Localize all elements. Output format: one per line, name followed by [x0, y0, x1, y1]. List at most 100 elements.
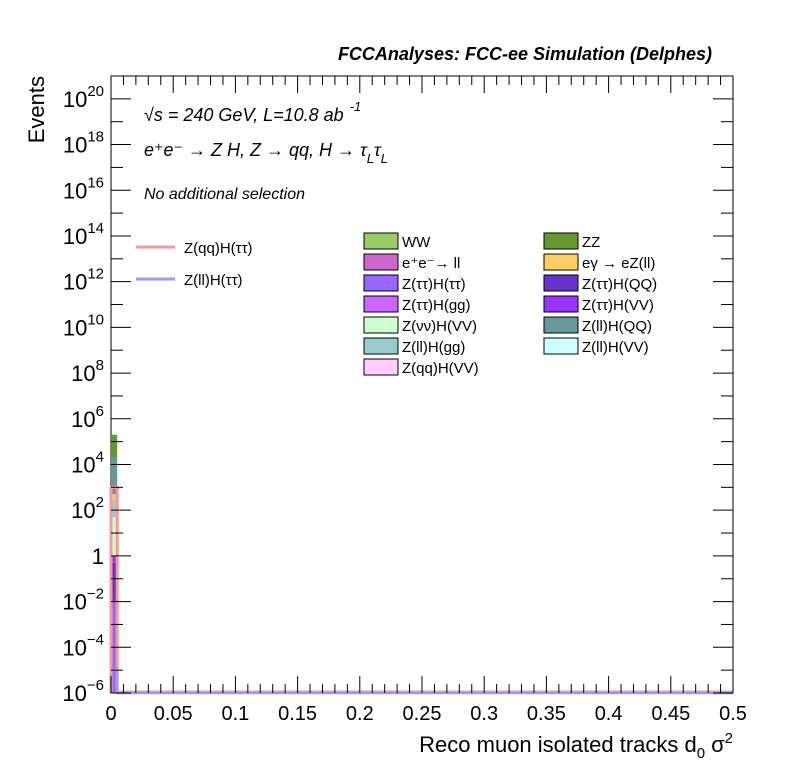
- y-tick-base: 10: [63, 315, 87, 340]
- y-tick-exponent: 8: [96, 357, 104, 374]
- legend-label: ZZ: [582, 234, 600, 251]
- legend-swatch: [363, 253, 399, 271]
- x-tick-label: 0.5: [719, 703, 747, 725]
- y-tick-base: 10: [62, 681, 86, 706]
- signal-line-zqq: [109, 485, 733, 694]
- x-tick-label: 0.4: [595, 703, 623, 725]
- y-tick-label: 10−4: [62, 631, 104, 660]
- legend-label: Z(ττ)H(VV): [582, 297, 654, 314]
- annotation-selection: No additional selection: [144, 186, 305, 203]
- legend: Z(qq)H(ττ) Z(ll)H(ττ) WW ZZ e⁺e⁻→ ll eγ → eZ(…: [136, 232, 657, 377]
- x-tick-label: 0.25: [403, 703, 442, 725]
- y-tick-base: 10: [63, 178, 87, 203]
- y-axis-ticks: 10−610−410−21102104106108101010121014101…: [62, 75, 733, 706]
- x-tick-label: 0.2: [346, 703, 374, 725]
- x-tick-label: 0.45: [651, 703, 690, 725]
- y-tick-base: 10: [63, 87, 87, 112]
- legend-label: WW: [402, 234, 431, 251]
- y-tick-base: 10: [63, 270, 87, 295]
- y-tick-base: 10: [71, 498, 95, 523]
- legend-label: Z(ll)H(gg): [402, 339, 465, 356]
- bar-segment-2: [111, 555, 118, 563]
- legend-swatch: [363, 316, 399, 334]
- x-tick-label: 0.1: [221, 703, 249, 725]
- x-axis-label-sup: 2: [725, 730, 733, 747]
- y-tick-exponent: 16: [87, 174, 104, 191]
- bar-segment-6: [111, 457, 118, 495]
- legend-swatch: [543, 295, 579, 313]
- y-axis-label: Events: [24, 76, 49, 143]
- y-tick-label: 102: [71, 494, 104, 523]
- x-tick-label: 0.3: [470, 703, 498, 725]
- y-tick-exponent: 4: [96, 448, 104, 465]
- legend-label: Z(ll)H(VV): [582, 339, 649, 356]
- legend-swatch: [543, 253, 579, 271]
- legend-swatch: [363, 295, 399, 313]
- signal-lines: [109, 485, 733, 695]
- y-tick-label: 1010: [63, 311, 104, 340]
- annotation-process-sub2: L: [381, 151, 388, 166]
- y-tick-label: 106: [71, 403, 104, 432]
- y-tick-exponent: 6: [96, 403, 104, 420]
- legend-label: Z(ττ)H(QQ): [582, 276, 657, 293]
- legend-label: Z(νν)H(VV): [402, 318, 477, 335]
- y-tick-label: 1: [92, 544, 104, 569]
- x-axis-label-sub: 0: [697, 745, 705, 762]
- x-axis-label-main: Reco muon isolated tracks d: [419, 732, 697, 757]
- legend-swatch: [363, 337, 399, 355]
- bar-segment-5: [111, 494, 118, 500]
- legend-swatch: [543, 274, 579, 292]
- y-tick-base: 10: [71, 452, 95, 477]
- y-tick-label: 1018: [63, 129, 104, 158]
- annotation-process-sub1: L: [367, 151, 374, 166]
- legend-label: Z(qq)H(ττ): [184, 240, 253, 257]
- y-tick-label: 1014: [63, 220, 104, 249]
- legend-swatch: [363, 274, 399, 292]
- x-axis-ticks: 0 0.05 0.1 0.15 0.2 0.25 0.3 0.35 0.4 0.45 0.5: [105, 76, 747, 725]
- annotation-process: e⁺e⁻ → Z H, Z → qq, H → τLτL: [144, 140, 388, 166]
- y-tick-base: 1: [92, 544, 104, 569]
- x-tick-label: 0.35: [527, 703, 566, 725]
- y-tick-base: 10: [62, 635, 86, 660]
- chart-title: FCCAnalyses: FCC-ee Simulation (Delphes): [338, 44, 712, 64]
- y-tick-label: 108: [71, 357, 104, 386]
- x-tick-label: 0.15: [278, 703, 317, 725]
- y-tick-base: 10: [62, 590, 86, 615]
- legend-swatch: [543, 232, 579, 250]
- legend-swatch: [543, 316, 579, 334]
- y-tick-exponent: −4: [87, 631, 104, 648]
- bar-segment-7: [111, 434, 118, 458]
- y-tick-exponent: 20: [87, 83, 104, 100]
- x-axis-label-tail: σ: [711, 732, 725, 757]
- y-tick-label: 104: [71, 448, 104, 477]
- legend-label: Z(qq)H(VV): [402, 360, 479, 377]
- y-tick-base: 10: [71, 361, 95, 386]
- x-axis-label: Reco muon isolated tracks d0 σ2: [419, 730, 733, 762]
- y-tick-exponent: −2: [87, 586, 104, 603]
- y-tick-base: 10: [63, 224, 87, 249]
- y-tick-label: 1016: [63, 174, 104, 203]
- plot-frame: [110, 75, 734, 694]
- y-tick-label: 1012: [63, 266, 104, 295]
- y-tick-exponent: 10: [87, 311, 104, 328]
- y-tick-label: 10−6: [62, 677, 104, 706]
- legend-label: Z(ττ)H(ττ): [402, 276, 466, 293]
- y-tick-exponent: 12: [87, 266, 104, 283]
- annotation-energy: √s = 240 GeV, L=10.8 ab -1: [144, 99, 361, 125]
- y-tick-label: 10−2: [62, 586, 104, 615]
- annotation-process-text: e⁺e⁻ → Z H, Z → qq, H → τ: [144, 140, 368, 160]
- legend-label: Z(ll)H(ττ): [184, 272, 243, 289]
- legend-label: Z(ττ)H(gg): [402, 297, 471, 314]
- bar-segment-4: [111, 499, 118, 518]
- legend-swatch: [363, 358, 399, 376]
- legend-swatch: [543, 337, 579, 355]
- y-tick-base: 10: [63, 133, 87, 158]
- legend-label: e⁺e⁻→ ll: [402, 255, 460, 272]
- x-tick-label: 0.05: [154, 703, 193, 725]
- annotation-process-tau: τ: [374, 140, 382, 160]
- x-tick-label: 0: [105, 703, 116, 725]
- y-tick-base: 10: [71, 407, 95, 432]
- legend-label: eγ → eZ(ll): [582, 255, 655, 272]
- legend-swatch: [363, 232, 399, 250]
